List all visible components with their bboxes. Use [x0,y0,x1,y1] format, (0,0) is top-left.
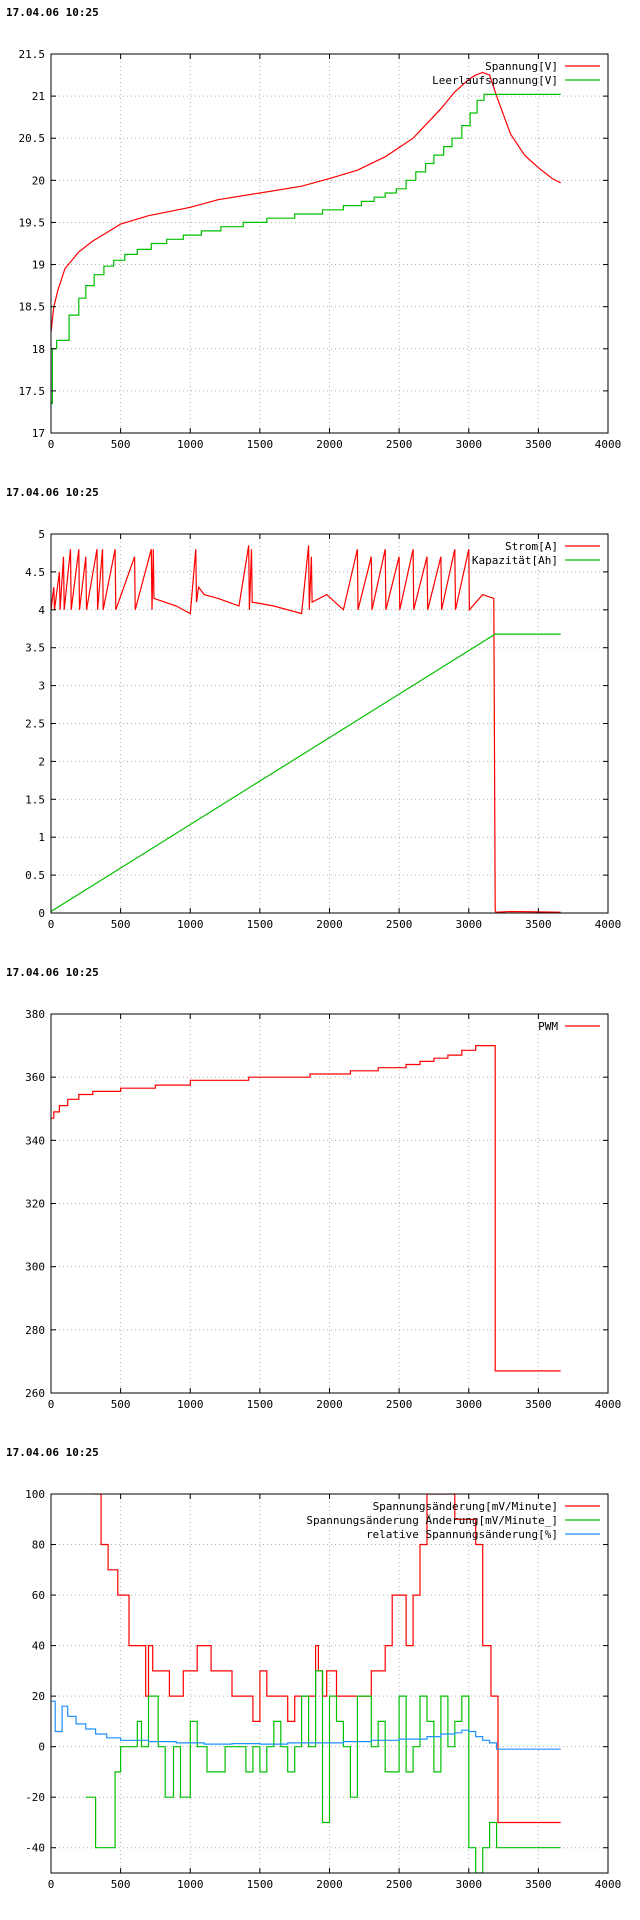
y-tick-label: 1 [38,831,45,844]
y-tick-label: 4 [38,604,45,617]
y-tick-label: 340 [25,1134,45,1147]
y-tick-label: 260 [25,1387,45,1400]
y-tick-label: -20 [25,1791,45,1804]
x-tick-label: 3500 [525,438,552,451]
x-tick-label: 2000 [316,438,343,451]
chart-timestamp: 17.04.06 10:25 [6,6,99,19]
y-tick-label: 280 [25,1324,45,1337]
x-tick-label: 2500 [386,438,413,451]
y-tick-label: 18.5 [19,301,46,314]
x-tick-label: 1500 [247,1398,274,1411]
x-tick-label: 1500 [247,918,274,931]
x-tick-label: 3000 [456,1878,483,1891]
x-tick-label: 2500 [386,1878,413,1891]
x-tick-label: 0 [48,918,55,931]
y-tick-label: 20.5 [19,132,46,145]
legend-label: Spannung[V] [485,60,558,73]
legend-label: Spannungsänderung Änderung[mV/Minute_] [306,1514,558,1527]
x-tick-label: 4000 [595,1878,622,1891]
x-tick-label: 3500 [525,918,552,931]
x-tick-label: 3500 [525,1398,552,1411]
x-tick-label: 1000 [177,918,204,931]
y-tick-label: 320 [25,1198,45,1211]
y-tick-label: 19.5 [19,216,46,229]
x-tick-label: 1000 [177,438,204,451]
x-tick-label: 4000 [595,918,622,931]
x-tick-label: 4000 [595,438,622,451]
x-tick-label: 4000 [595,1398,622,1411]
x-tick-label: 500 [111,1398,131,1411]
series-line-2 [85,1670,561,1873]
y-tick-label: 2 [38,755,45,768]
x-tick-label: 0 [48,438,55,451]
chart-timestamp: 17.04.06 10:25 [6,966,99,979]
y-tick-label: 21.5 [19,48,46,61]
y-tick-label: 100 [25,1488,45,1501]
series-line-1 [94,1494,561,1824]
chart-timestamp: 17.04.06 10:25 [6,486,99,499]
y-tick-label: 360 [25,1071,45,1084]
x-tick-label: 3500 [525,1878,552,1891]
legend-label: Strom[A] [505,540,558,553]
y-tick-label: -40 [25,1842,45,1855]
legend-label: relative Spannungsänderung[%] [366,1528,558,1541]
legend-label: Spannungsänderung[mV/Minute] [373,1500,558,1513]
y-tick-label: 1.5 [25,793,45,806]
x-tick-label: 3000 [456,918,483,931]
x-tick-label: 2000 [316,918,343,931]
x-tick-label: 0 [48,1878,55,1891]
x-tick-label: 2000 [316,1878,343,1891]
series-line-3 [51,1700,561,1750]
y-tick-label: 18 [32,343,45,356]
y-tick-label: 2.5 [25,718,45,731]
y-tick-label: 17 [32,427,45,440]
x-tick-label: 3000 [456,1398,483,1411]
x-tick-label: 1500 [247,438,274,451]
y-tick-label: 20 [32,1690,45,1703]
y-tick-label: 5 [38,528,45,541]
series-line-1 [51,1045,561,1372]
x-tick-label: 2500 [386,1398,413,1411]
series-line-2 [51,633,561,913]
y-tick-label: 4.5 [25,566,45,579]
x-tick-label: 0 [48,1398,55,1411]
x-tick-label: 1500 [247,1878,274,1891]
x-tick-label: 1000 [177,1398,204,1411]
x-tick-label: 2500 [386,918,413,931]
x-tick-label: 500 [111,918,131,931]
x-tick-label: 1000 [177,1878,204,1891]
chart-4: 17.04.06 10:250 500 1000 1500 2000 2500 3000 35… [6,1446,621,1891]
series-line-1 [51,545,561,913]
legend-label: Leerlaufspannung[V] [432,74,558,87]
y-tick-label: 19 [32,259,45,272]
y-tick-label: 20 [32,174,45,187]
y-tick-label: 300 [25,1261,45,1274]
y-tick-label: 0 [38,907,45,920]
y-tick-label: 80 [32,1539,45,1552]
y-tick-label: 21 [32,90,45,103]
x-tick-label: 500 [111,1878,131,1891]
y-tick-label: 3.5 [25,642,45,655]
x-tick-label: 500 [111,438,131,451]
y-tick-label: 0 [38,1741,45,1754]
y-tick-label: 380 [25,1008,45,1021]
y-tick-label: 0.5 [25,869,45,882]
series-line-2 [51,93,561,405]
chart-1: 17.04.06 10:25 0 500 1000 1500 2000 2500 3000 35… [6,6,621,451]
series-line-1 [51,71,561,332]
legend-label: Kapazität[Ah] [472,554,558,567]
y-tick-label: 3 [38,680,45,693]
chart-3: 17.04.06 10:25 0 500 1000 1500 2000 2500 3000 35… [6,966,621,1411]
x-tick-label: 2000 [316,1398,343,1411]
chart-timestamp: 17.04.06 10:25 [6,1446,99,1459]
x-tick-label: 3000 [456,438,483,451]
y-tick-label: 40 [32,1640,45,1653]
legend-label: PWM [538,1020,558,1033]
y-tick-label: 60 [32,1589,45,1602]
y-tick-label: 17.5 [19,385,46,398]
chart-2: 17.04.06 10:250 500 1000 1500 2000 2500 3000 35… [6,486,621,931]
